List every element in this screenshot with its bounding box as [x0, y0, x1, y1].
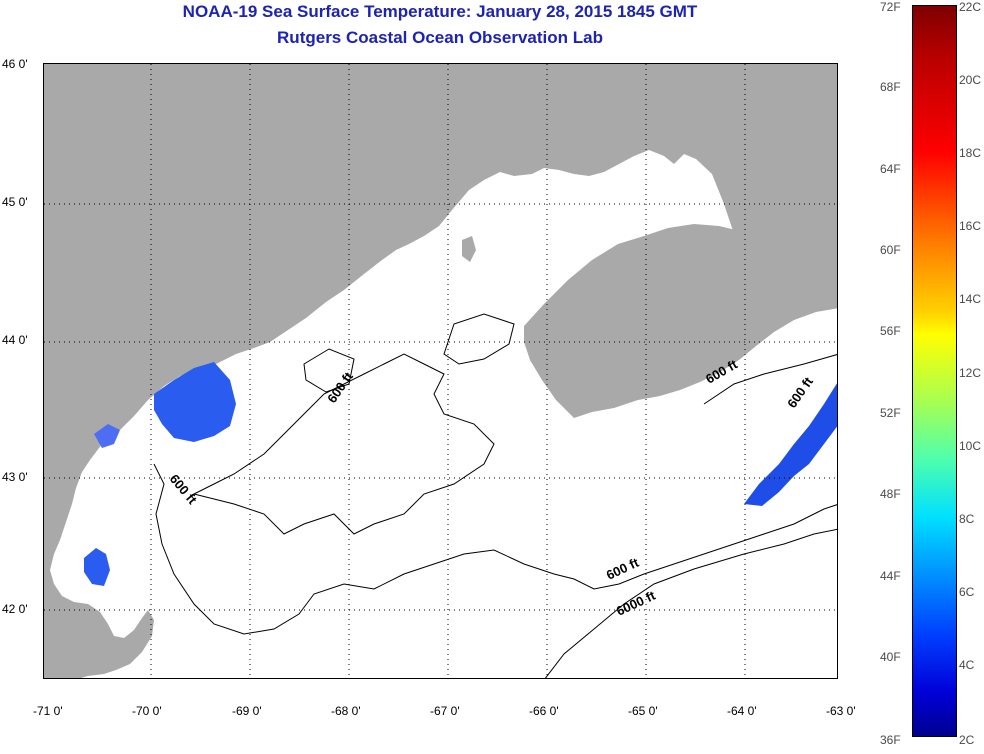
land-nova-scotia [524, 224, 837, 418]
colorbar-c-8: 8C [959, 512, 975, 526]
colorbar-f-56: 56F [880, 324, 901, 338]
colorbar-f-64: 64F [880, 162, 901, 176]
lon-label-71: -71 0' [33, 704, 63, 718]
contour-label-600-b: 600 ft [167, 471, 201, 507]
sst-patch-cape-ann [84, 548, 110, 586]
lat-label-46: 46 0' [2, 57, 28, 71]
map-subtitle: Rutgers Coastal Ocean Observation Lab [277, 28, 603, 47]
lon-label-66: -66 0' [529, 704, 559, 718]
colorbar-f-68: 68F [880, 80, 901, 94]
sst-patch-coast [94, 424, 120, 448]
map-canvas: 600 ft 600 ft 600 ft 600 ft 600 ft 6000 … [44, 64, 837, 678]
lon-label-63: -63 0' [826, 704, 856, 718]
contour-label-group: 600 ft 600 ft 600 ft 600 ft 600 ft 6000 … [167, 356, 817, 618]
land-mainland [44, 64, 837, 678]
lon-label-69: -69 0' [232, 704, 262, 718]
land-island [462, 236, 476, 262]
colorbar-c-10: 10C [959, 439, 982, 453]
sst-map[interactable]: 600 ft 600 ft 600 ft 600 ft 600 ft 6000 … [43, 63, 838, 679]
colorbar-c-6: 6C [959, 585, 975, 599]
lat-label-43: 43 0' [2, 470, 28, 484]
bathymetry-contours [153, 313, 837, 678]
lon-label-70: -70 0' [132, 704, 162, 718]
colorbar-c-14: 14C [959, 292, 982, 306]
colorbar-f-40: 40F [880, 650, 901, 664]
colorbar-f-52: 52F [880, 406, 901, 420]
colorbar-f-36: 36F [880, 733, 901, 747]
lon-label-65: -65 0' [628, 704, 658, 718]
colorbar-f-44: 44F [880, 569, 901, 583]
colorbar-c-12: 12C [959, 366, 982, 380]
contour-label-600-a: 600 ft [324, 369, 356, 406]
colorbar-f-60: 60F [880, 243, 901, 257]
lon-label-67: -67 0' [430, 704, 460, 718]
colorbar-c-2: 2C [959, 733, 975, 747]
contour-label-600-d: 600 ft [784, 374, 816, 411]
lat-label-44: 44 0' [2, 333, 28, 347]
lon-label-68: -68 0' [331, 704, 361, 718]
sst-patch-maine [154, 362, 236, 442]
colorbar-c-16: 16C [959, 219, 982, 233]
colorbar-c-4: 4C [959, 658, 975, 672]
map-title: NOAA-19 Sea Surface Temperature: January… [182, 2, 698, 21]
colorbar-c-18: 18C [959, 146, 982, 160]
contour-label-6000: 6000 ft [614, 587, 658, 618]
lat-label-42: 42 0' [2, 602, 28, 616]
contour-label-600-e: 600 ft [604, 554, 642, 582]
lon-label-64: -64 0' [727, 704, 757, 718]
sst-patch-shelf-edge [744, 383, 837, 506]
colorbar-f-72: 72F [880, 0, 901, 14]
colorbar-c-22: 22C [959, 0, 982, 14]
lat-label-45: 45 0' [2, 195, 28, 209]
temperature-colorbar [912, 5, 957, 737]
colorbar-c-20: 20C [959, 73, 982, 87]
colorbar-f-48: 48F [880, 487, 901, 501]
